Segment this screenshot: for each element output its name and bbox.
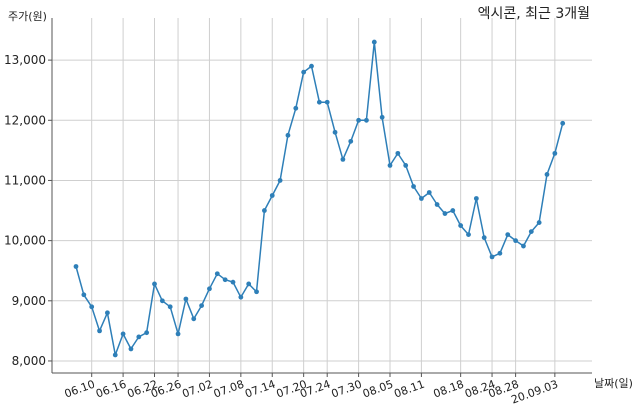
data-point bbox=[364, 117, 369, 123]
data-point bbox=[112, 352, 118, 358]
data-point bbox=[521, 243, 526, 249]
data-point bbox=[356, 117, 361, 123]
data-point bbox=[81, 292, 87, 298]
x-tick-label: 08.11 bbox=[392, 378, 426, 401]
data-point bbox=[269, 193, 275, 198]
data-point bbox=[458, 223, 464, 228]
y-tick-label: 11,000 bbox=[4, 173, 46, 187]
data-point bbox=[191, 316, 197, 322]
data-point bbox=[411, 184, 416, 189]
data-point bbox=[230, 279, 236, 285]
data-point bbox=[387, 163, 393, 168]
data-point bbox=[481, 235, 487, 241]
data-point bbox=[497, 250, 503, 256]
data-point bbox=[89, 304, 95, 310]
data-point bbox=[175, 331, 181, 337]
data-point bbox=[395, 150, 401, 156]
data-point bbox=[419, 196, 424, 201]
data-point bbox=[222, 277, 228, 283]
data-point bbox=[340, 156, 346, 162]
x-tick-labels: 06.1006.1606.2206.2607.0207.0807.1407.20… bbox=[63, 378, 560, 407]
x-tick-label: 07.08 bbox=[212, 378, 246, 401]
data-point bbox=[348, 138, 354, 144]
x-tick-label: 06.16 bbox=[94, 378, 128, 401]
data-point bbox=[426, 190, 432, 195]
data-point bbox=[238, 294, 244, 300]
data-point bbox=[560, 120, 566, 126]
data-point bbox=[199, 303, 205, 309]
data-point bbox=[473, 196, 479, 201]
data-point bbox=[513, 238, 518, 244]
data-point bbox=[552, 150, 558, 156]
data-point bbox=[167, 304, 173, 310]
data-point bbox=[450, 208, 456, 213]
x-axis-label: 날짜(일) bbox=[594, 376, 633, 390]
x-tick-label: 07.30 bbox=[330, 378, 364, 401]
data-point bbox=[214, 271, 220, 277]
data-point bbox=[144, 330, 150, 336]
data-point bbox=[73, 264, 79, 269]
data-point bbox=[277, 178, 283, 183]
data-point bbox=[309, 63, 314, 69]
x-tick-label: 08.18 bbox=[432, 378, 466, 401]
y-gridlines bbox=[48, 59, 592, 362]
data-point bbox=[536, 220, 542, 225]
data-point bbox=[152, 281, 157, 287]
price-series bbox=[73, 39, 566, 358]
x-tick-label: 08.05 bbox=[361, 378, 395, 401]
y-tick-label: 12,000 bbox=[4, 113, 46, 127]
series-line bbox=[75, 41, 564, 356]
data-point bbox=[183, 296, 189, 302]
data-point bbox=[159, 298, 165, 304]
data-point bbox=[293, 105, 299, 111]
data-point bbox=[207, 286, 212, 292]
data-point bbox=[505, 232, 511, 238]
data-point bbox=[262, 208, 267, 213]
data-point bbox=[246, 281, 252, 287]
chart-title: 엑시콘, 최근 3개월 bbox=[478, 6, 590, 22]
y-tick-labels: 8,000 9,000 10,000 11,000 12,000 13,000 bbox=[4, 53, 46, 368]
data-point bbox=[403, 163, 409, 168]
data-point bbox=[316, 99, 322, 105]
data-point bbox=[285, 132, 291, 138]
y-tick-label: 9,000 bbox=[12, 294, 46, 308]
data-point bbox=[544, 172, 550, 177]
y-tick-label: 10,000 bbox=[4, 234, 46, 248]
data-point bbox=[371, 39, 377, 45]
data-point bbox=[489, 254, 495, 260]
data-point bbox=[332, 129, 338, 135]
data-point bbox=[105, 310, 110, 316]
data-point bbox=[434, 202, 440, 207]
data-point bbox=[324, 99, 330, 105]
y-axis-label: 주가(원) bbox=[8, 10, 47, 23]
data-point bbox=[528, 229, 534, 235]
data-point bbox=[136, 334, 142, 340]
x-tick-label: 07.02 bbox=[180, 378, 214, 401]
data-point bbox=[442, 211, 448, 216]
data-point bbox=[97, 328, 102, 334]
data-point bbox=[120, 331, 126, 337]
data-point bbox=[466, 232, 471, 238]
data-point bbox=[379, 114, 385, 120]
x-tick-label: 06.10 bbox=[63, 378, 97, 401]
x-tick-label: 07.14 bbox=[243, 378, 277, 401]
y-tick-label: 8,000 bbox=[12, 354, 46, 368]
data-point bbox=[301, 69, 307, 75]
x-gridlines bbox=[91, 18, 556, 377]
y-tick-label: 13,000 bbox=[4, 53, 46, 67]
data-point bbox=[254, 289, 259, 295]
data-point bbox=[128, 346, 134, 352]
